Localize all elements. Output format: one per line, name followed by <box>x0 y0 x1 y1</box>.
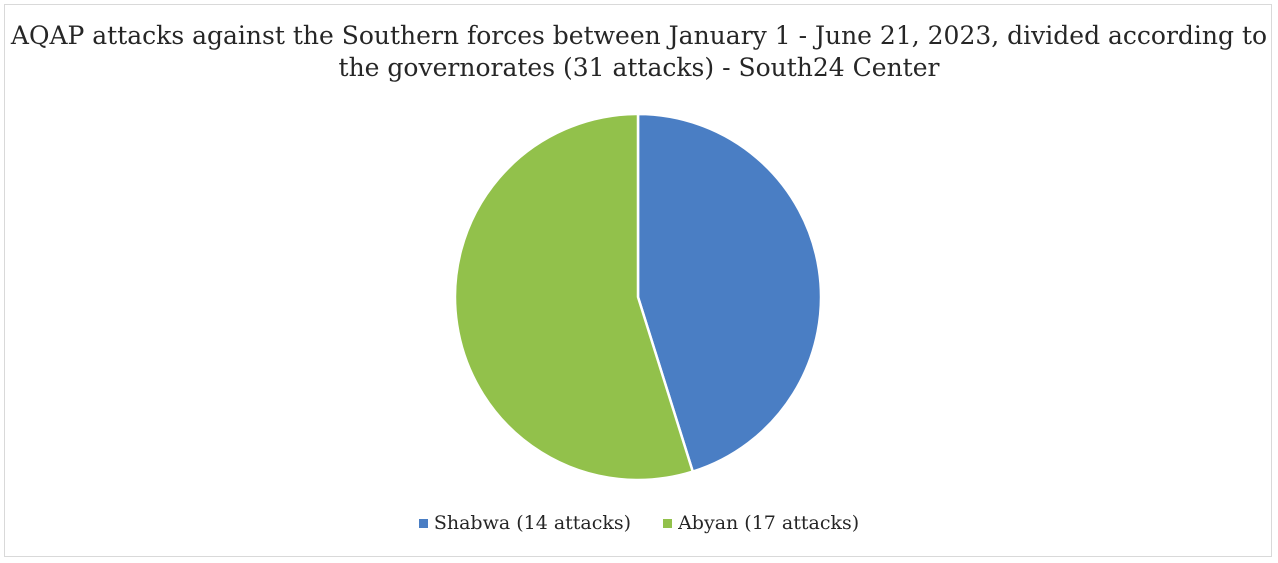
legend-swatch-shabwa <box>418 518 428 528</box>
legend-label-shabwa: Shabwa (14 attacks) <box>433 512 632 534</box>
legend-label-abyan: Abyan (17 attacks) <box>678 512 860 534</box>
legend: Shabwa (14 attacks) Abyan (17 attacks) <box>0 512 1278 534</box>
pie-slice-abyan <box>453 112 695 482</box>
legend-swatch-abyan <box>663 518 673 528</box>
pie-slice-shabwa <box>636 112 823 473</box>
legend-item-shabwa: Shabwa (14 attacks) <box>418 512 632 534</box>
chart-title: AQAP attacks against the Southern forces… <box>10 21 1268 82</box>
legend-item-abyan: Abyan (17 attacks) <box>663 512 859 534</box>
